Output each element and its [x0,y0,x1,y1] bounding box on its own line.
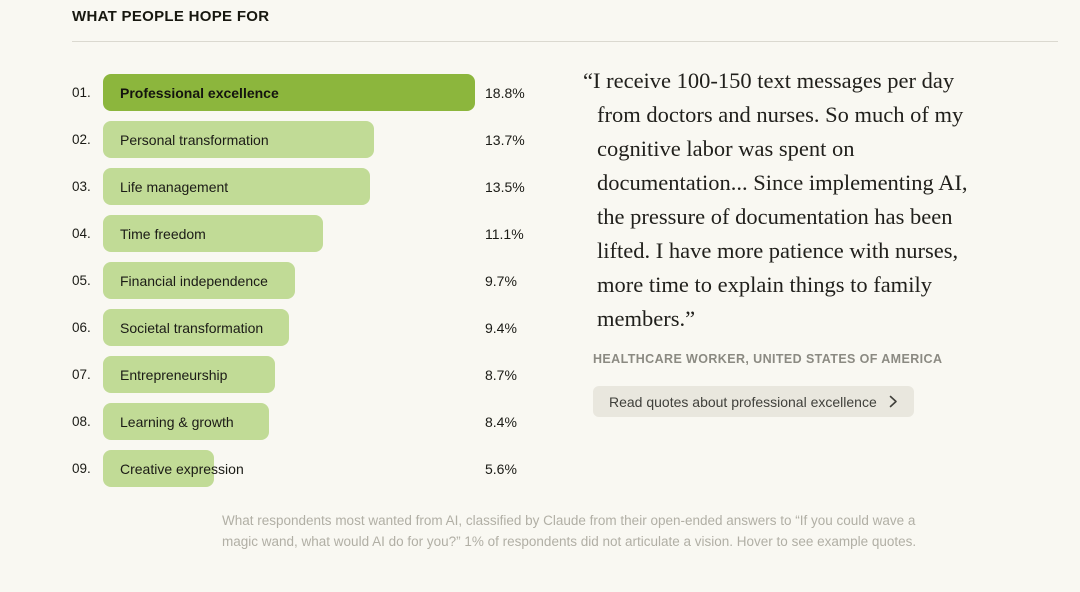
bar-value-label: 11.1% [485,225,524,242]
rank-label: 06. [72,320,91,335]
rank-label: 02. [72,132,91,147]
bar-category-label: Learning & growth [120,413,234,430]
bar[interactable] [103,121,374,158]
bar-category-label: Financial independence [120,272,268,289]
page-title: WHAT PEOPLE HOPE FOR [72,8,270,25]
bar-value-label: 18.8% [485,84,525,101]
bar-value-label: 5.6% [485,460,517,477]
bar-value-label: 13.7% [485,131,525,148]
bar[interactable] [103,356,275,393]
chart-row: 08. Learning & growth 8.4% [72,403,525,440]
hopes-bar-chart: 01. Professional excellence 18.8% 02. Person… [72,74,525,497]
bar-category-label: Personal transformation [120,131,269,148]
bar[interactable] [103,74,475,111]
chart-row: 05. Financial independence 9.7% [72,262,525,299]
bar-track: Personal transformation [103,121,485,158]
bar-track: Life management [103,168,485,205]
chart-row: 03. Life management 13.5% [72,168,525,205]
read-quotes-label: Read quotes about professional excellenc… [609,393,877,410]
bar-track: Societal transformation [103,309,485,346]
bar-value-label: 13.5% [485,178,525,195]
bar[interactable] [103,450,214,487]
bar[interactable] [103,168,370,205]
chart-row: 04. Time freedom 11.1% [72,215,525,252]
quote-text: “I receive 100-150 text messages per day… [583,68,968,331]
quote-attribution: HEALTHCARE WORKER, UNITED STATES OF AMER… [593,352,943,366]
bar-track: Time freedom [103,215,485,252]
quote-panel: “I receive 100-150 text messages per day… [583,64,1007,417]
chart-row: 06. Societal transformation 9.4% [72,309,525,346]
bar-track: Financial independence [103,262,485,299]
bar-category-label: Societal transformation [120,319,264,336]
bar-value-label: 8.7% [485,366,517,383]
rank-label: 03. [72,179,91,194]
rank-label: 05. [72,273,91,288]
chart-row: 02. Personal transformation 13.7% [72,121,525,158]
bar-track: Entrepreneurship [103,356,485,393]
chart-row: 07. Entrepreneurship 8.7% [72,356,525,393]
bar[interactable] [103,215,323,252]
read-quotes-button[interactable]: Read quotes about professional excellenc… [593,386,914,417]
bar-track: Creative expression [103,450,485,487]
bar[interactable] [103,403,269,440]
divider [72,41,1058,42]
rank-label: 09. [72,461,91,476]
bar[interactable] [103,262,295,299]
bar-track: Learning & growth [103,403,485,440]
bar-category-label: Life management [120,178,229,195]
chart-footnote: What respondents most wanted from AI, cl… [222,513,917,549]
bar-value-label: 8.4% [485,413,517,430]
bar-value-label: 9.4% [485,319,517,336]
chart-row: 09. Creative expression 5.6% [72,450,525,487]
bar-category-label: Time freedom [120,225,206,242]
bar[interactable] [103,309,289,346]
bar-category-label: Entrepreneurship [120,366,228,383]
chevron-right-icon [889,395,897,408]
rank-label: 01. [72,85,91,100]
chart-row: 01. Professional excellence 18.8% [72,74,525,111]
bar-track: Professional excellence [103,74,485,111]
rank-label: 04. [72,226,91,241]
bar-category-label: Creative expression [120,460,244,477]
rank-label: 08. [72,414,91,429]
bar-value-label: 9.7% [485,272,517,289]
rank-label: 07. [72,367,91,382]
bar-category-label: Professional excellence [120,84,279,101]
